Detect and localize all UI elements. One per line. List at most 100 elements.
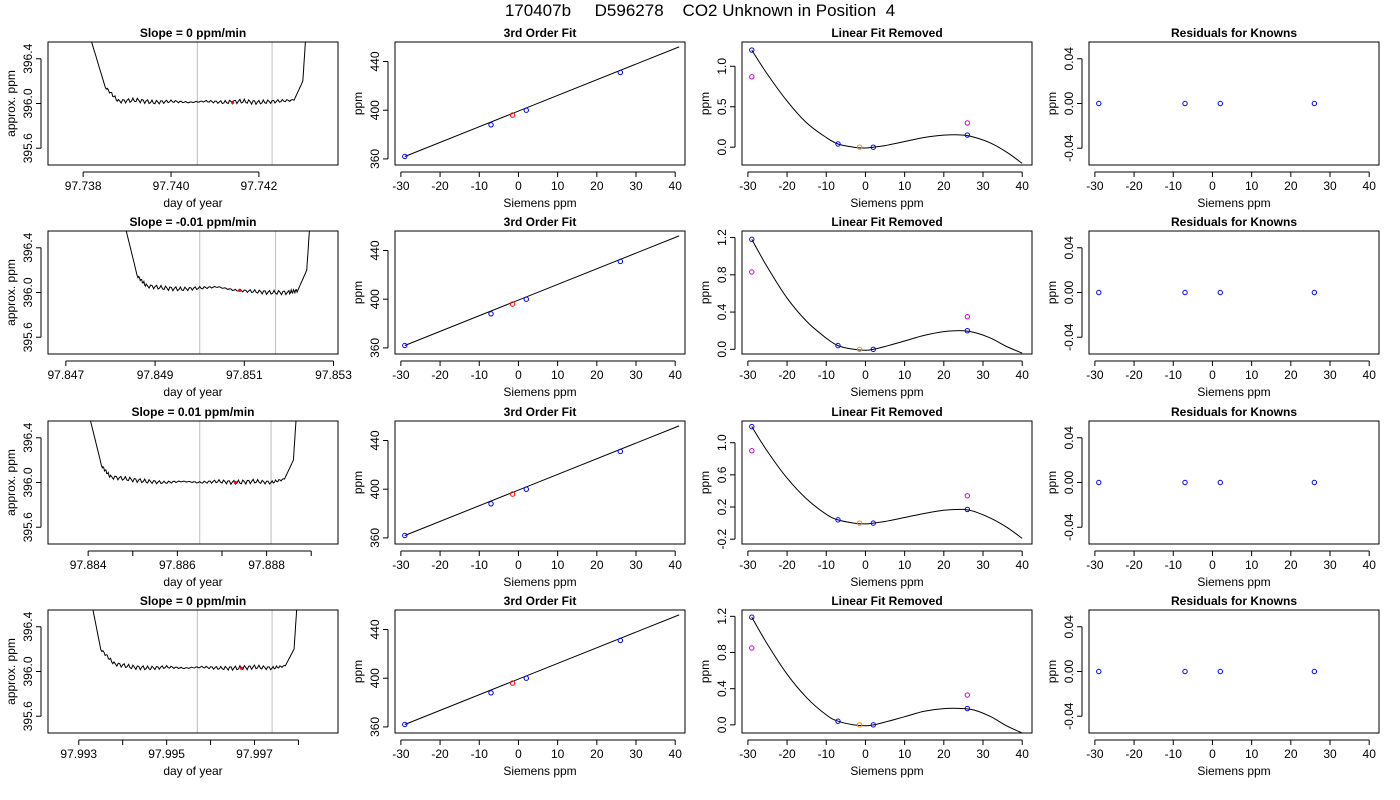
panel-resid-curve-row4: Linear Fit Removed -30 -20 -10 0 10 20 30 40 Siem… — [698, 594, 1033, 778]
x-tick-label: 0 — [1209, 179, 1216, 193]
data-point — [856, 722, 863, 728]
x-tick-label: 30 — [1323, 179, 1337, 193]
y-tick-label: 360 — [368, 528, 382, 548]
x-tick-label: 40 — [1016, 368, 1030, 382]
x-tick-label: -30 — [1086, 368, 1104, 382]
y-tick-label: 0.0 — [715, 139, 729, 156]
data-point — [749, 236, 755, 243]
x-tick-label: 0 — [862, 368, 869, 382]
data-point — [488, 690, 494, 696]
x-tick-label: 40 — [1363, 368, 1377, 382]
data-point — [964, 493, 971, 499]
x-tick-label: -10 — [818, 368, 836, 382]
y-axis-label: approx. ppm — [4, 449, 18, 516]
page-title: 170407b D596278 CO2 Unknown in Position … — [504, 1, 896, 20]
y-axis-label: ppm — [698, 660, 712, 683]
data-point — [1311, 668, 1318, 675]
x-tick-label: -10 — [471, 747, 489, 761]
fit-curve — [751, 49, 1023, 164]
plot-data — [749, 614, 1023, 733]
y-tick-label: 440 — [368, 51, 382, 71]
x-tick-label: -20 — [431, 179, 449, 193]
data-point — [835, 718, 841, 724]
y-tick-label: 0.8 — [715, 644, 729, 661]
y-tick-label: 440 — [368, 430, 382, 450]
x-tick-label: 30 — [629, 747, 643, 761]
x-tick-label: 40 — [1363, 179, 1377, 193]
y-tick-label: 1.0 — [715, 434, 729, 451]
data-point — [617, 258, 624, 265]
panel-title: Residuals for Knowns — [1171, 405, 1297, 419]
y-axis-label: ppm — [698, 281, 712, 304]
y-tick-label: 0.04 — [1062, 615, 1076, 639]
plot-data — [90, 421, 297, 486]
x-tick-label: 97.740 — [153, 179, 190, 193]
plot-data — [92, 610, 298, 672]
y-tick-label: 0.8 — [715, 266, 729, 283]
x-tick-label: 97.849 — [137, 368, 174, 382]
x-tick-label: 30 — [1323, 747, 1337, 761]
panel-title: Slope = 0.01 ppm/min — [131, 405, 254, 419]
data-point — [870, 346, 876, 353]
x-tick-label: 20 — [937, 558, 951, 572]
y-tick-label: 0.4 — [715, 303, 729, 320]
panel-title: 3rd Order Fit — [504, 26, 577, 40]
plot-frame — [1088, 420, 1380, 545]
x-axis-label: Siemens ppm — [850, 385, 923, 399]
x-tick-label: 0 — [1209, 747, 1216, 761]
panel-fit-row1: 3rd Order Fit -30 -20 -10 0 10 20 30 40 Siemens p… — [351, 26, 686, 210]
x-tick-label: -20 — [431, 558, 449, 572]
x-tick-label: 10 — [1245, 368, 1259, 382]
y-tick-label: 396.0 — [21, 277, 35, 307]
x-tick-label: -10 — [1165, 179, 1183, 193]
panel-title: Slope = 0 ppm/min — [140, 26, 246, 40]
y-axis-label: ppm — [1045, 660, 1059, 683]
x-tick-label: 20 — [1284, 558, 1298, 572]
data-point — [1182, 479, 1188, 486]
y-tick-label: 395.6 — [21, 701, 35, 731]
x-tick-label: 10 — [898, 747, 912, 761]
plot-data — [91, 42, 306, 106]
fit-curve — [404, 425, 680, 536]
data-point — [523, 296, 529, 302]
data-point — [1096, 289, 1102, 296]
x-tick-label: 30 — [976, 368, 990, 382]
data-point — [1182, 289, 1188, 296]
x-tick-label: 0 — [862, 558, 869, 572]
x-axis-label: Siemens ppm — [1197, 575, 1270, 589]
x-axis-label: day of year — [163, 575, 222, 589]
y-tick-label: 0.2 — [715, 498, 729, 515]
data-point — [749, 614, 755, 620]
x-tick-label: 0 — [862, 179, 869, 193]
series-line — [91, 42, 306, 106]
data-point — [509, 680, 516, 686]
y-axis-label: ppm — [1045, 281, 1059, 304]
panel-title: 3rd Order Fit — [504, 594, 577, 608]
plot-data — [1096, 668, 1318, 675]
plot-frame — [394, 420, 686, 545]
x-tick-label: 40 — [1363, 747, 1377, 761]
x-tick-label: 30 — [976, 179, 990, 193]
y-axis-label: approx. ppm — [4, 638, 18, 705]
data-point — [835, 141, 841, 147]
x-axis-label: day of year — [163, 764, 222, 778]
data-point — [1217, 100, 1223, 107]
y-tick-label: 0.6 — [715, 466, 729, 483]
y-tick-label: 0.00 — [1062, 91, 1076, 115]
plot-frame — [47, 41, 339, 166]
plot-frame — [741, 609, 1033, 734]
y-axis-label: ppm — [698, 92, 712, 115]
data-point — [523, 675, 529, 681]
y-tick-label: 395.6 — [21, 512, 35, 542]
data-point — [835, 517, 841, 523]
x-tick-label: 10 — [1245, 558, 1259, 572]
x-tick-label: -30 — [739, 558, 757, 572]
x-tick-label: 97.884 — [70, 558, 107, 572]
y-axis-label: ppm — [351, 471, 365, 494]
panel-residuals-row4: Residuals for Knowns -30 -20 -10 0 10 20 30 40 Si… — [1045, 594, 1380, 778]
y-tick-label: 440 — [368, 240, 382, 260]
y-axis-label: ppm — [351, 281, 365, 304]
data-point — [509, 491, 516, 497]
y-tick-label: 0.04 — [1062, 236, 1076, 260]
y-tick-label: 396.0 — [21, 88, 35, 118]
